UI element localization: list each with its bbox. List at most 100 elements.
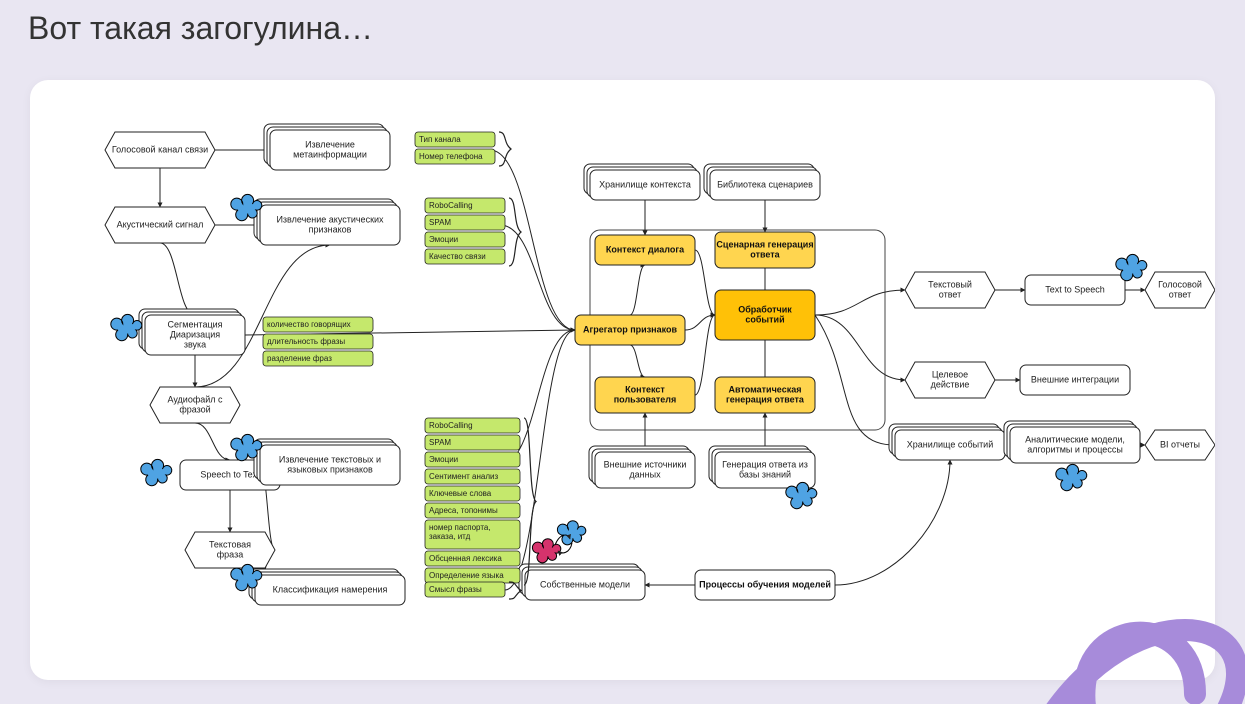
svg-text:Голосовой: Голосовой	[1158, 279, 1202, 289]
svg-text:Ключевые слова: Ключевые слова	[429, 489, 492, 498]
svg-text:Номер телефона: Номер телефона	[419, 152, 483, 161]
node-dialog_ctx: Контекст диалога	[595, 235, 695, 265]
svg-text:Агрегатор признаков: Агрегатор признаков	[583, 324, 678, 334]
svg-text:Качество связи: Качество связи	[429, 252, 486, 261]
svg-text:Обработчик: Обработчик	[738, 304, 792, 314]
svg-text:Контекст диалога: Контекст диалога	[606, 244, 685, 254]
svg-text:Сегментация: Сегментация	[167, 319, 222, 329]
node-classify_intent: Классификация намерения	[231, 564, 405, 605]
node-agg_features: Агрегатор признаков	[575, 315, 685, 345]
svg-text:Эмоции: Эмоции	[429, 455, 458, 464]
node-audiofile: Аудиофайл сфразой	[150, 387, 240, 423]
svg-text:разделение фраз: разделение фраз	[267, 354, 332, 363]
page: Вот такая загогулина… Голосовой канал св…	[0, 0, 1245, 704]
svg-text:Аналитические модели,: Аналитические модели,	[1025, 434, 1125, 444]
node-tts: Text to Speech	[1025, 254, 1147, 305]
svg-text:Автоматическая: Автоматическая	[729, 384, 802, 394]
svg-text:событий: событий	[745, 314, 784, 324]
svg-text:Speech to Text: Speech to Text	[200, 469, 260, 479]
node-event_handler: Обработчиксобытий	[715, 290, 815, 340]
svg-text:действие: действие	[931, 379, 970, 389]
svg-text:признаков: признаков	[309, 224, 352, 234]
node-seg_diar: СегментацияДиаризациязвука	[111, 309, 245, 355]
node-voice_answer: Голосовойответ	[1145, 272, 1215, 308]
svg-text:Внешние источники: Внешние источники	[604, 459, 687, 469]
svg-text:Акустический сигнал: Акустический сигнал	[117, 219, 204, 229]
node-bi_reports: BI отчеты	[1145, 430, 1215, 460]
node-ext_sources: Внешние источникиданных	[589, 446, 695, 488]
svg-text:номер паспорта,: номер паспорта,	[429, 523, 491, 532]
svg-text:BI отчеты: BI отчеты	[1160, 439, 1200, 449]
node-extract_acoustic: Извлечение акустическихпризнаков	[231, 194, 400, 245]
svg-text:Текстовый: Текстовый	[928, 279, 972, 289]
diagram-card: Голосовой канал связи Акустический сигнал…	[30, 80, 1215, 680]
svg-text:Генерация ответа из: Генерация ответа из	[722, 459, 808, 469]
svg-text:Сценарная генерация: Сценарная генерация	[716, 239, 813, 249]
node-auto_gen: Автоматическаягенерация ответа	[715, 377, 815, 413]
svg-text:Хранилище контекста: Хранилище контекста	[599, 179, 691, 189]
svg-text:звука: звука	[184, 339, 206, 349]
svg-text:Диаризация: Диаризация	[170, 329, 220, 339]
svg-text:Аудиофайл с: Аудиофайл с	[167, 394, 223, 404]
svg-text:заказа, итд: заказа, итд	[429, 532, 471, 541]
svg-text:SPAM: SPAM	[429, 438, 451, 447]
node-event_store: Хранилище событий	[889, 424, 1005, 460]
node-ext_integr: Внешние интеграции	[1020, 365, 1130, 395]
svg-text:Смысл фразы: Смысл фразы	[429, 585, 482, 594]
page-title: Вот такая загогулина…	[28, 10, 373, 47]
node-scen_gen: Сценарная генерацияответа	[715, 232, 815, 268]
node-kb_gen: Генерация ответа избазы знаний	[709, 446, 817, 509]
node-scenario_lib: Библиотека сценариев	[704, 164, 820, 200]
svg-text:Текстовая: Текстовая	[209, 539, 251, 549]
svg-text:Процессы обучения моделей: Процессы обучения моделей	[699, 579, 831, 589]
svg-text:Text to Speech: Text to Speech	[1045, 284, 1105, 294]
svg-text:Обсценная лексика: Обсценная лексика	[429, 554, 502, 563]
svg-text:Библиотека сценариев: Библиотека сценариев	[717, 179, 813, 189]
svg-text:языковых признаков: языковых признаков	[287, 464, 373, 474]
svg-text:базы знаний: базы знаний	[739, 469, 791, 479]
node-text_answer: Текстовыйответ	[905, 272, 995, 308]
node-own_models: Собственные модели	[519, 521, 645, 600]
svg-text:фраза: фраза	[217, 549, 243, 559]
svg-text:количество говорящих: количество говорящих	[267, 320, 351, 329]
svg-text:Хранилище событий: Хранилище событий	[907, 439, 994, 449]
svg-text:ответ: ответ	[939, 289, 961, 299]
svg-text:Внешние интеграции: Внешние интеграции	[1031, 374, 1119, 384]
node-acoustic_signal: Акустический сигнал	[105, 207, 215, 243]
node-extract_text: Извлечение текстовых иязыковых признаков	[231, 434, 400, 485]
svg-text:метаинформации: метаинформации	[293, 149, 367, 159]
node-analytics: Аналитические модели,алгоритмы и процесс…	[1004, 421, 1140, 491]
svg-text:RoboCalling: RoboCalling	[429, 201, 473, 210]
svg-text:Извлечение: Извлечение	[305, 139, 355, 149]
svg-text:ответ: ответ	[1169, 289, 1191, 299]
svg-text:Классификация намерения: Классификация намерения	[273, 584, 388, 594]
svg-text:ответа: ответа	[750, 249, 780, 259]
svg-text:Контекст: Контекст	[625, 384, 665, 394]
node-text_phrase: Текстоваяфраза	[185, 532, 275, 568]
svg-text:длительность фразы: длительность фразы	[267, 337, 345, 346]
svg-text:Извлечение акустических: Извлечение акустических	[276, 214, 384, 224]
flowchart-svg: Голосовой канал связи Акустический сигнал…	[30, 80, 1215, 680]
node-target_action: Целевоедействие	[905, 362, 995, 398]
svg-text:Определение языка: Определение языка	[429, 571, 504, 580]
svg-text:Собственные модели: Собственные модели	[540, 579, 630, 589]
node-extract_meta: Извлечениеметаинформации	[264, 124, 390, 170]
svg-text:SPAM: SPAM	[429, 218, 451, 227]
svg-text:Адреса, топонимы: Адреса, топонимы	[429, 506, 498, 515]
svg-text:данных: данных	[629, 469, 661, 479]
svg-text:Извлечение текстовых и: Извлечение текстовых и	[279, 454, 381, 464]
node-user_ctx: Контекстпользователя	[595, 377, 695, 413]
svg-text:Эмоции: Эмоции	[429, 235, 458, 244]
svg-text:Целевое: Целевое	[932, 369, 968, 379]
svg-text:генерация ответа: генерация ответа	[726, 394, 805, 404]
svg-text:пользователя: пользователя	[614, 394, 677, 404]
node-voice_channel: Голосовой канал связи	[105, 132, 215, 168]
svg-text:Голосовой канал связи: Голосовой канал связи	[112, 144, 208, 154]
node-train_proc: Процессы обучения моделей	[695, 570, 835, 600]
svg-text:Тип канала: Тип канала	[419, 135, 461, 144]
svg-text:фразой: фразой	[179, 404, 210, 414]
svg-text:алгоритмы и процессы: алгоритмы и процессы	[1027, 444, 1123, 454]
svg-text:RoboCalling: RoboCalling	[429, 421, 473, 430]
node-context_store: Хранилище контекста	[584, 164, 700, 200]
svg-text:Сентимент анализ: Сентимент анализ	[429, 472, 498, 481]
